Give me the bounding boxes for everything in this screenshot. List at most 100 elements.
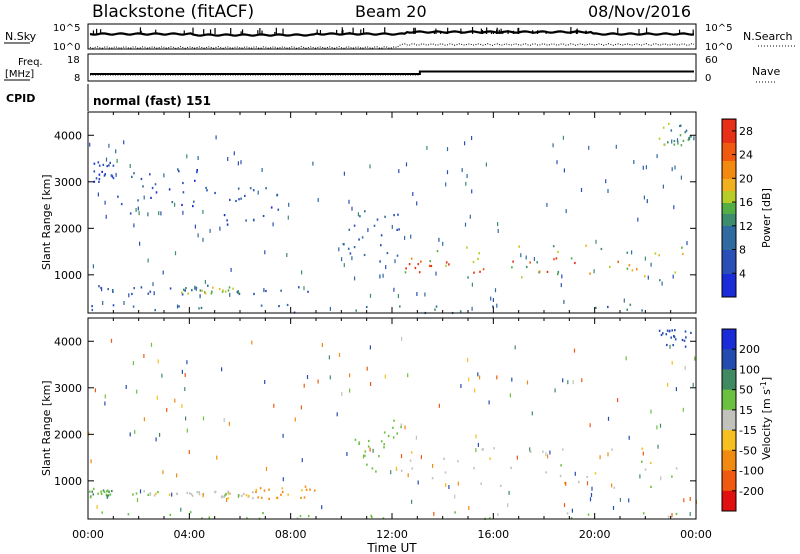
- power-pixel: [466, 246, 468, 249]
- power-colorbar-segment: [722, 164, 736, 166]
- power-noise-pixel: [446, 170, 449, 175]
- power-colorbar-segment: [722, 153, 736, 155]
- power-pixel: [109, 161, 111, 164]
- power-noise-pixel: [552, 143, 554, 148]
- velocity-noise-pixel: [683, 498, 685, 503]
- velocity-noise-pixel: [567, 380, 569, 385]
- power-noise-pixel: [174, 251, 177, 256]
- velocity-noise-pixel: [221, 367, 223, 372]
- date-label: 08/Nov/2016: [588, 2, 691, 21]
- power-colorbar-segment: [722, 196, 736, 198]
- power-colorbar-segment: [722, 295, 736, 297]
- power-pixel: [232, 287, 234, 290]
- velocity-noise-pixel: [689, 512, 691, 516]
- power-pixel: [112, 177, 115, 180]
- power-noise-pixel: [143, 195, 145, 200]
- power-colorbar-segment: [722, 209, 736, 211]
- power-pixel: [106, 165, 108, 168]
- power-colorbar-segment: [722, 154, 736, 156]
- noise-panel-frame: [87, 23, 697, 50]
- power-colorbar-segment: [722, 227, 736, 229]
- power-noise-pixel: [412, 192, 414, 196]
- power-colorbar-segment: [722, 146, 736, 148]
- power-colorbar-segment: [722, 167, 736, 169]
- velocity-pixel: [100, 490, 102, 493]
- velocity-pixel: [103, 490, 106, 493]
- power-colorbar-segment: [722, 142, 736, 144]
- power-noise-pixel: [446, 147, 449, 152]
- power-pixel: [663, 143, 665, 146]
- nsearch-label: N.Search: [743, 30, 793, 43]
- power-colorbar-segment: [722, 134, 736, 136]
- velocity-noise-pixel: [134, 429, 136, 434]
- velocity-noise-pixel: [554, 388, 556, 393]
- velocity-pixel: [246, 517, 248, 520]
- power-noise-pixel: [229, 292, 231, 297]
- power-pixel: [93, 170, 96, 173]
- velocity-noise-pixel: [689, 496, 691, 501]
- velocity-pixel: [190, 493, 193, 496]
- power-pixel: [348, 228, 351, 231]
- velocity-noise-pixel: [155, 437, 157, 442]
- velocity-noise-pixel: [433, 511, 435, 516]
- power-pixel: [384, 215, 386, 218]
- velocity-noise-pixel: [660, 476, 662, 481]
- power-noise-pixel: [176, 304, 179, 309]
- power-noise-pixel: [317, 198, 319, 202]
- velocity-pixel: [382, 517, 385, 520]
- velocity-noise-pixel: [341, 391, 343, 396]
- velocity-pixel: [241, 494, 243, 497]
- power-pixel: [521, 276, 523, 279]
- power-pixel: [194, 179, 196, 182]
- power-noise-pixel: [676, 138, 679, 143]
- velocity-noise-pixel: [642, 451, 644, 456]
- power-colorbar-segment: [722, 204, 736, 206]
- velocity-pixel: [106, 494, 108, 498]
- power-noise-pixel: [637, 217, 639, 222]
- power-colorbar-segment: [722, 195, 736, 197]
- power-colorbar-segment: [722, 123, 736, 125]
- power-colorbar-segment: [722, 139, 736, 141]
- power-pixel: [238, 292, 241, 295]
- velocity-noise-pixel: [136, 498, 139, 503]
- y-tick-label: 3000: [54, 176, 82, 189]
- velocity-noise-pixel: [619, 497, 621, 502]
- power-colorbar-segment: [722, 188, 736, 190]
- power-pixel: [680, 144, 683, 147]
- power-noise-pixel: [288, 202, 290, 207]
- velocity-noise-pixel: [265, 466, 268, 471]
- power-pixel: [445, 261, 448, 264]
- power-pixel: [445, 264, 447, 267]
- velocity-noise-pixel: [228, 421, 230, 426]
- power-colorbar-segment: [722, 147, 736, 149]
- velocity-pixel: [259, 487, 262, 490]
- power-pixel: [396, 228, 398, 231]
- velocity-data: [88, 329, 697, 520]
- power-colorbar-segment: [722, 258, 736, 260]
- power-pixel: [492, 305, 494, 308]
- power-noise-pixel: [647, 275, 649, 280]
- velocity-noise-pixel: [511, 377, 513, 382]
- power-pixel: [511, 266, 513, 269]
- power-noise-pixel: [435, 271, 437, 276]
- power-noise-pixel: [128, 293, 130, 298]
- power-pixel: [205, 186, 207, 189]
- power-pixel: [518, 245, 520, 248]
- velocity-noise-pixel: [370, 382, 372, 386]
- power-pixel: [131, 292, 133, 296]
- power-pixel: [276, 194, 278, 197]
- power-colorbar-segment: [722, 119, 736, 121]
- velocity-pixel: [500, 484, 502, 487]
- power-noise-pixel: [397, 294, 399, 299]
- velocity-pixel: [387, 434, 390, 438]
- power-pixel: [477, 257, 479, 261]
- power-pixel: [253, 219, 255, 222]
- velocity-panel-frame: [87, 317, 697, 520]
- power-noise-pixel: [139, 241, 141, 246]
- velocity-pixel: [666, 343, 668, 347]
- velocity-noise-pixel: [508, 490, 510, 495]
- power-colorbar-segment: [722, 273, 736, 275]
- velocity-pixel: [153, 494, 156, 497]
- power-pixel: [110, 174, 113, 177]
- power-pixel: [434, 308, 436, 311]
